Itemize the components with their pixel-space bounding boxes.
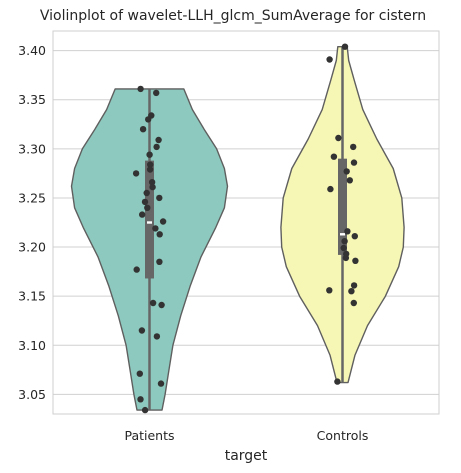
data-point [334, 378, 341, 385]
data-point [153, 89, 160, 97]
data-point [139, 126, 147, 133]
data-point [139, 211, 146, 218]
x-tick-label: Controls [317, 428, 369, 443]
y-tick-label: 3.20 [18, 240, 46, 255]
median-mark-controls [340, 233, 345, 236]
y-tick-label: 3.10 [18, 338, 46, 353]
data-point [327, 185, 334, 193]
y-tick-label: 3.05 [18, 387, 46, 402]
plot-frame [52, 30, 440, 415]
chart-title: Violinplot of wavelet-LLH_glcm_SumAverag… [40, 8, 426, 24]
data-point [149, 299, 157, 307]
data-point [348, 288, 355, 295]
data-point [141, 198, 149, 206]
x-tick-label: Patients [124, 428, 174, 443]
data-point [344, 228, 351, 235]
data-point [350, 282, 358, 289]
y-tick-label: 3.40 [18, 43, 46, 58]
data-point [149, 183, 156, 191]
data-point [156, 231, 163, 238]
y-tick-label: 3.35 [18, 92, 46, 107]
data-point [156, 194, 163, 202]
data-point [153, 333, 161, 340]
data-point [156, 258, 163, 265]
y-tick-label: 3.30 [18, 141, 46, 156]
data-point [326, 56, 333, 63]
data-point [133, 266, 140, 273]
y-tick-label: 3.15 [18, 289, 46, 304]
data-point [157, 380, 165, 387]
data-point [132, 170, 140, 177]
data-point [342, 254, 350, 262]
data-point [143, 189, 150, 197]
data-point [144, 204, 151, 211]
data-point [137, 396, 144, 403]
data-point [335, 134, 342, 142]
data-point [141, 406, 149, 414]
data-point [147, 161, 154, 168]
iqr-box-patients [145, 160, 154, 279]
data-point [350, 159, 358, 166]
data-point [159, 218, 167, 225]
data-point [350, 143, 357, 151]
data-point [158, 301, 165, 309]
x-axis-label: target [225, 448, 268, 464]
data-point [351, 233, 358, 240]
data-point [350, 299, 357, 307]
data-point [146, 166, 154, 173]
data-point [137, 85, 144, 93]
data-point [145, 116, 152, 123]
data-point [155, 136, 162, 144]
data-point [341, 43, 349, 50]
y-tick-label: 3.25 [18, 190, 46, 205]
data-point [341, 238, 348, 245]
x-tick-labels: Patients Controls [124, 428, 368, 443]
data-point [148, 179, 156, 186]
data-point [330, 153, 338, 160]
data-point [346, 177, 353, 184]
data-point [326, 287, 333, 294]
iqr-box-controls [338, 158, 347, 255]
violins [70, 43, 405, 414]
data-point [152, 225, 159, 232]
data-point [138, 327, 146, 334]
data-point [136, 370, 143, 377]
data-point [146, 151, 153, 158]
median-mark-patients [147, 221, 152, 224]
data-point [343, 168, 350, 175]
data-point [153, 143, 160, 151]
data-point [352, 257, 359, 264]
data-point [340, 244, 347, 252]
y-tick-labels: 3.05 3.10 3.15 3.20 3.25 3.30 3.35 3.40 [18, 43, 46, 402]
